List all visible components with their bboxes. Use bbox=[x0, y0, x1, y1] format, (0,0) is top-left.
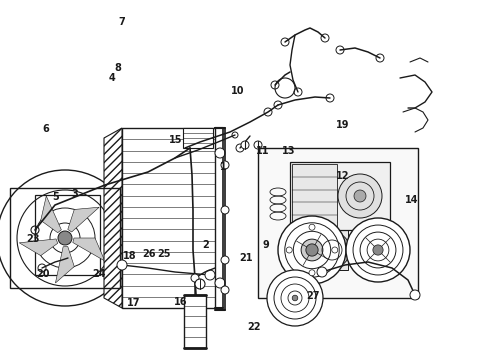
Circle shape bbox=[117, 260, 127, 270]
Circle shape bbox=[254, 141, 262, 149]
Text: 14: 14 bbox=[405, 195, 418, 205]
Text: 26: 26 bbox=[142, 249, 156, 259]
Text: 5: 5 bbox=[52, 192, 59, 202]
Text: 15: 15 bbox=[169, 135, 182, 145]
Polygon shape bbox=[55, 247, 74, 283]
Text: 12: 12 bbox=[336, 171, 350, 181]
Circle shape bbox=[306, 244, 318, 256]
Text: 13: 13 bbox=[282, 146, 296, 156]
Circle shape bbox=[205, 270, 215, 280]
Text: 23: 23 bbox=[26, 234, 40, 244]
Text: 20: 20 bbox=[36, 269, 50, 279]
Circle shape bbox=[309, 270, 315, 276]
Text: 22: 22 bbox=[247, 322, 261, 332]
Text: 17: 17 bbox=[126, 298, 140, 308]
Circle shape bbox=[410, 290, 420, 300]
Bar bbox=[183, 128, 213, 148]
Circle shape bbox=[221, 256, 229, 264]
Circle shape bbox=[373, 245, 383, 255]
Bar bbox=[292, 164, 337, 228]
Polygon shape bbox=[41, 196, 61, 233]
Circle shape bbox=[221, 206, 229, 214]
Polygon shape bbox=[73, 238, 105, 261]
Text: 24: 24 bbox=[92, 269, 106, 279]
Circle shape bbox=[309, 224, 315, 230]
Polygon shape bbox=[68, 207, 99, 232]
Bar bbox=[184, 295, 206, 348]
Circle shape bbox=[241, 141, 249, 149]
Text: 9: 9 bbox=[262, 240, 269, 250]
Polygon shape bbox=[104, 128, 122, 308]
Circle shape bbox=[221, 161, 229, 169]
Circle shape bbox=[301, 239, 323, 261]
Circle shape bbox=[267, 270, 323, 326]
Bar bbox=[10, 188, 120, 288]
Circle shape bbox=[0, 170, 133, 306]
Polygon shape bbox=[19, 239, 58, 256]
Circle shape bbox=[338, 174, 382, 218]
Circle shape bbox=[191, 274, 199, 282]
Text: 16: 16 bbox=[173, 297, 187, 307]
Circle shape bbox=[314, 232, 350, 268]
Bar bbox=[290, 162, 390, 230]
Circle shape bbox=[354, 190, 366, 202]
Text: 1: 1 bbox=[220, 162, 226, 172]
Text: 8: 8 bbox=[114, 63, 121, 73]
Text: 11: 11 bbox=[256, 146, 270, 156]
Circle shape bbox=[215, 148, 225, 158]
Text: 10: 10 bbox=[231, 86, 245, 96]
Bar bbox=[35, 195, 100, 275]
Bar bbox=[258, 148, 418, 298]
Circle shape bbox=[332, 247, 338, 253]
Circle shape bbox=[215, 278, 225, 288]
Text: 7: 7 bbox=[118, 17, 125, 27]
Circle shape bbox=[221, 286, 229, 294]
Text: 3: 3 bbox=[72, 189, 78, 199]
Circle shape bbox=[317, 267, 327, 277]
Text: 18: 18 bbox=[122, 251, 136, 261]
Circle shape bbox=[346, 218, 410, 282]
Circle shape bbox=[292, 295, 298, 301]
Text: 19: 19 bbox=[336, 120, 350, 130]
Circle shape bbox=[195, 279, 205, 289]
Text: 4: 4 bbox=[108, 73, 115, 84]
Text: 21: 21 bbox=[239, 253, 253, 264]
Text: 25: 25 bbox=[157, 249, 171, 259]
Circle shape bbox=[286, 247, 292, 253]
Bar bbox=[122, 128, 215, 308]
Circle shape bbox=[58, 231, 72, 245]
Text: 2: 2 bbox=[202, 240, 209, 250]
Circle shape bbox=[278, 216, 346, 284]
Bar bbox=[320, 230, 348, 270]
Text: 27: 27 bbox=[306, 291, 319, 301]
Text: 6: 6 bbox=[42, 124, 49, 134]
